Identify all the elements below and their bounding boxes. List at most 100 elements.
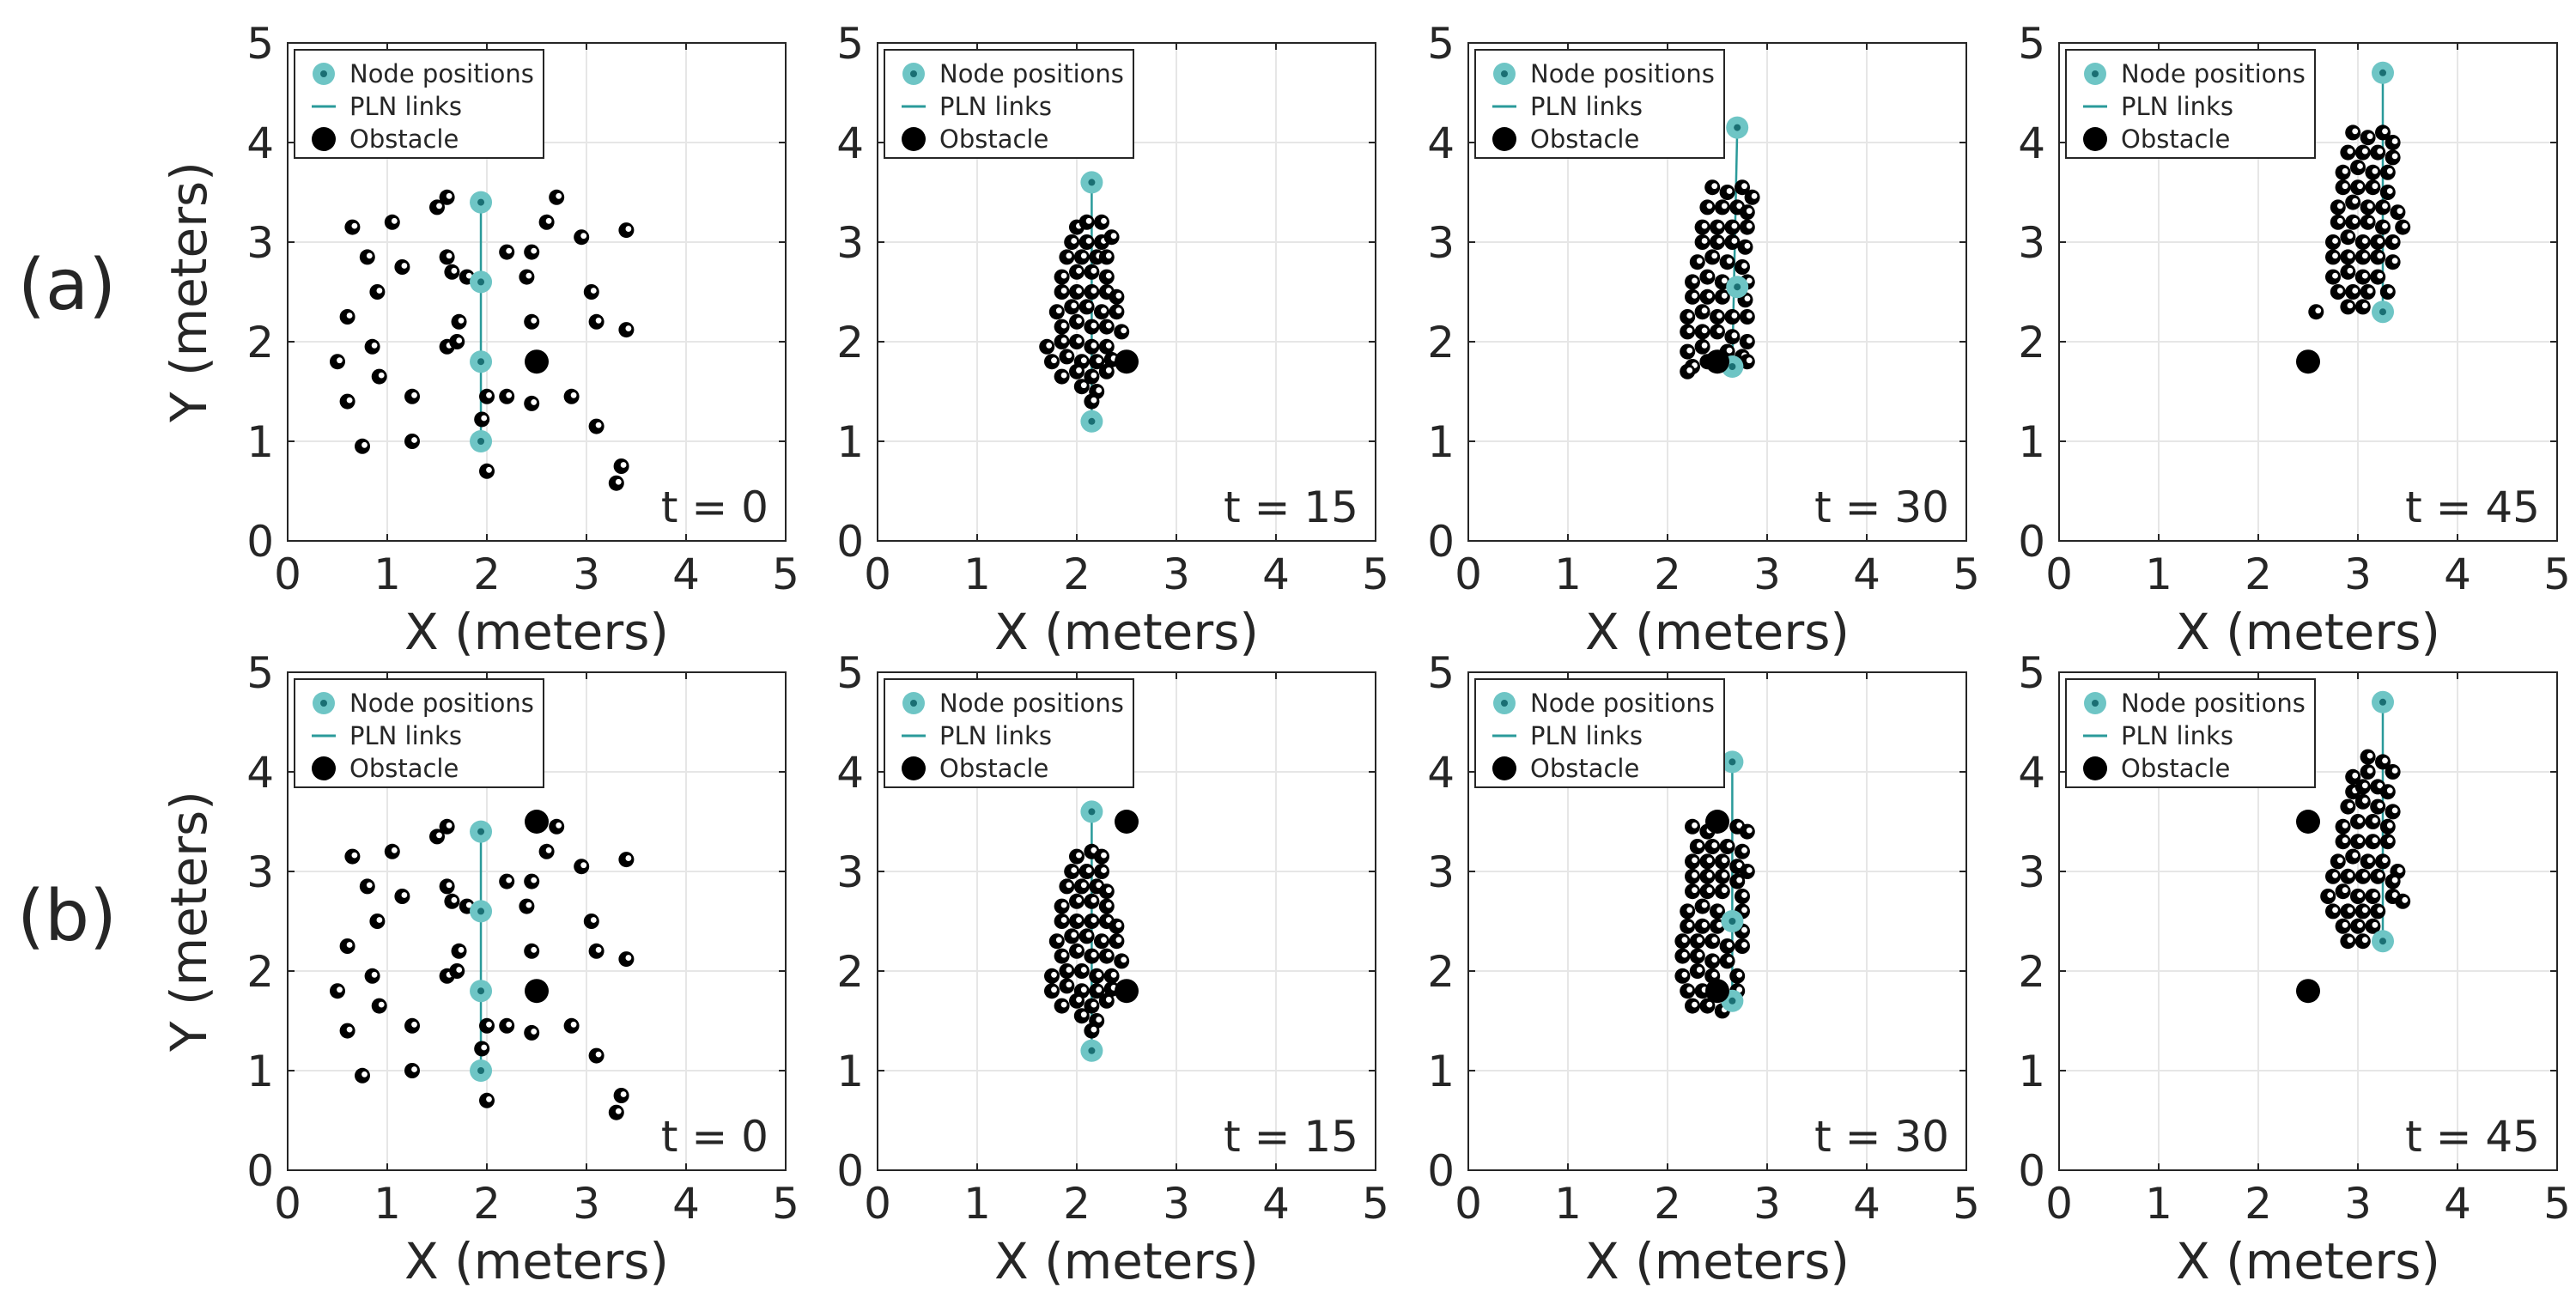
robot-heading-mark — [1746, 357, 1753, 364]
x-tick-label: 3 — [2344, 1179, 2372, 1229]
robot-heading-mark — [1701, 222, 1708, 229]
robot-heading-mark — [531, 317, 538, 324]
legend-node-icon-center — [1501, 70, 1508, 77]
axes-frame — [287, 42, 787, 542]
robot-heading-mark — [1060, 1001, 1067, 1008]
robot-heading-mark — [2357, 817, 2363, 823]
robot-heading-mark — [1692, 1001, 1698, 1008]
robot-heading-mark — [411, 1066, 417, 1072]
robot-heading-mark — [1105, 951, 1112, 958]
node-center-dot — [477, 828, 485, 835]
robot-heading-mark — [2352, 772, 2359, 779]
robot-heading-mark — [1726, 258, 1733, 264]
legend-entry-label: Node positions — [349, 689, 534, 718]
robot-heading-mark — [2366, 768, 2373, 774]
robot-heading-mark — [436, 832, 442, 839]
robot-heading-mark — [1076, 317, 1082, 324]
time-annotation: t = 0 — [661, 483, 769, 532]
robot-heading-mark — [1716, 222, 1722, 229]
legend-obstacle-icon — [312, 127, 336, 151]
robot-heading-mark — [2366, 217, 2373, 224]
robot-heading-mark — [2382, 128, 2388, 135]
robot-heading-mark — [446, 192, 453, 199]
robot-heading-mark — [1711, 956, 1718, 963]
axes-frame — [2058, 42, 2558, 542]
axes-frame — [877, 671, 1376, 1171]
x-tick-label: 5 — [1362, 549, 1389, 599]
robot-heading-mark — [2366, 288, 2373, 294]
robot-heading-mark — [1726, 942, 1733, 948]
robot-heading-mark — [1051, 971, 1057, 978]
time-annotation: t = 45 — [2405, 483, 2540, 532]
robot-heading-mark — [337, 986, 343, 993]
robot-heading-mark — [1080, 986, 1087, 993]
robot-heading-mark — [1105, 887, 1112, 894]
x-tick-label: 4 — [672, 549, 700, 599]
time-annotation: t = 45 — [2405, 1112, 2540, 1162]
robot-heading-mark — [2361, 302, 2368, 309]
robot-heading-mark — [446, 822, 453, 829]
robot-heading-mark — [1681, 971, 1688, 978]
robot-heading-mark — [570, 392, 577, 398]
axes-frame — [1467, 671, 1967, 1171]
robot-heading-mark — [1696, 258, 1703, 264]
robot-heading-mark — [451, 896, 458, 903]
robot-heading-mark — [391, 847, 398, 853]
x-tick-label: 1 — [1554, 1179, 1582, 1229]
axes-frame — [2058, 671, 2558, 1171]
axes-frame — [877, 42, 1376, 542]
robot-heading-mark — [1706, 272, 1713, 279]
robot-heading-mark — [1741, 892, 1747, 898]
data-layer — [1680, 116, 1760, 379]
robot-heading-mark — [1060, 272, 1067, 279]
legend: Node positions PLN links Obstacle — [294, 49, 544, 159]
legend-obstacle-icon — [1492, 127, 1516, 151]
robot-heading-mark — [1721, 292, 1728, 299]
robot-heading-mark — [506, 392, 513, 398]
robot-heading-mark — [2357, 921, 2363, 928]
robot-heading-mark — [580, 862, 587, 869]
robot-heading-mark — [1055, 307, 1062, 314]
legend: Node positions PLN links Obstacle — [884, 49, 1134, 159]
node-center-dot — [1728, 997, 1736, 1005]
robot-heading-mark — [1696, 937, 1703, 944]
x-tick-label: 3 — [1163, 549, 1190, 599]
robot-heading-mark — [1096, 882, 1103, 889]
robot-heading-mark — [1711, 183, 1718, 190]
robot-heading-mark — [595, 1051, 602, 1058]
robot-heading-mark — [458, 317, 465, 324]
x-tick-label: 5 — [2543, 549, 2571, 599]
legend-entry-label: PLN links — [939, 721, 1052, 750]
legend-entry-label: Node positions — [2121, 689, 2306, 718]
x-tick-label: 1 — [2145, 1179, 2172, 1229]
y-tick-label: 1 — [1427, 1047, 1455, 1096]
robot-heading-mark — [2357, 837, 2363, 844]
robot-heading-mark — [2372, 921, 2379, 928]
robot-heading-mark — [1105, 917, 1112, 923]
robot-heading-mark — [361, 441, 368, 448]
y-tick-label: 1 — [246, 1047, 274, 1096]
y-tick-label: 5 — [1427, 19, 1455, 69]
x-axis-label: X (meters) — [2176, 1232, 2440, 1290]
robot-heading-mark — [2391, 807, 2398, 814]
robot-heading-mark — [1681, 951, 1688, 958]
legend-entry-label: Obstacle — [349, 124, 459, 154]
robot-heading-mark — [1101, 217, 1107, 224]
subplot-a-1: 0 1 2 3 4 5 0 1 2 3 4 5 X (meters) Node positions PLN … — [836, 19, 1389, 661]
robot-heading-mark — [2327, 892, 2334, 898]
robot-heading-mark — [625, 226, 632, 232]
y-tick-label: 1 — [1427, 417, 1455, 467]
robot-heading-mark — [2342, 921, 2348, 928]
robot-heading-mark — [1101, 307, 1107, 314]
legend-box — [294, 49, 544, 159]
x-tick-label: 4 — [672, 1179, 700, 1229]
data-layer — [2296, 61, 2411, 374]
robot-heading-mark — [595, 946, 602, 953]
robot-heading-mark — [1091, 322, 1097, 329]
subplot-b-1: 0 1 2 3 4 5 0 1 2 3 4 5 X (meters) Node positions PLN … — [836, 648, 1389, 1290]
y-tick-label: 2 — [836, 947, 864, 997]
legend-box — [1474, 49, 1725, 159]
x-axis-label: X (meters) — [404, 603, 669, 661]
node-center-dot — [1734, 283, 1741, 291]
y-tick-label: 1 — [2018, 417, 2045, 467]
